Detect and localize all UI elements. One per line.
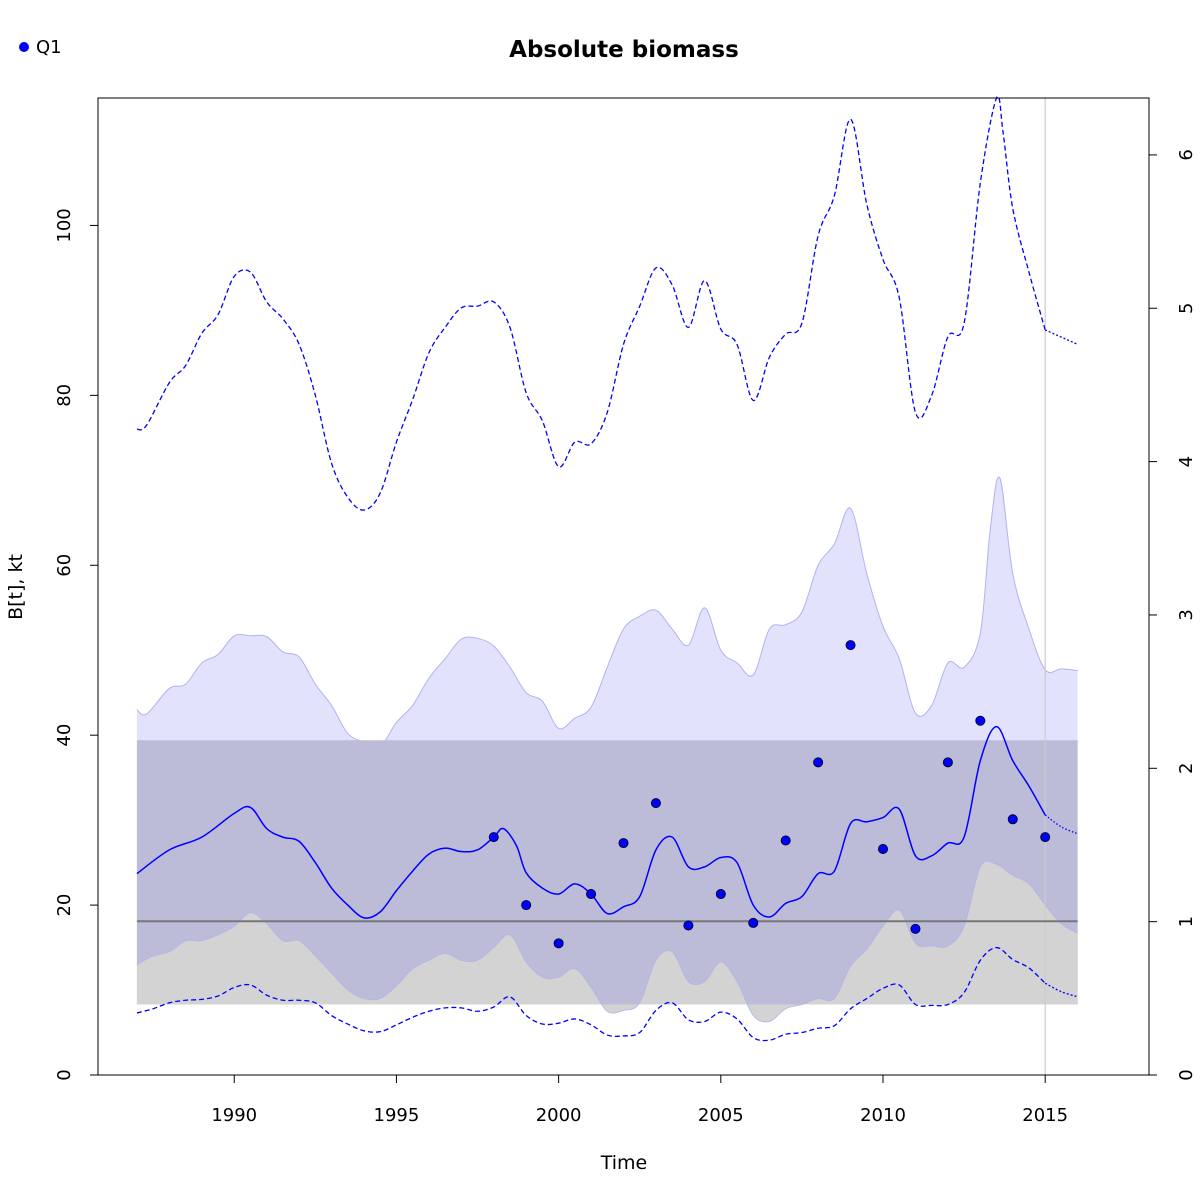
q1-point (488, 832, 499, 843)
y2-tick-label: 4 (1176, 456, 1197, 467)
y-tick-label: 20 (54, 894, 75, 917)
ci-lower-dashed-line (136, 946, 1046, 1042)
q1-point (650, 798, 661, 809)
ci-lower-forecast-line (1044, 982, 1078, 998)
y2-tick-label: 2 (1176, 763, 1197, 774)
y-tick-label: 100 (54, 208, 75, 242)
line-layer (136, 95, 1078, 1075)
q1-point (683, 920, 694, 931)
q1-point (553, 938, 564, 949)
y2-tick-label: 0 (1176, 1069, 1197, 1080)
y-tick-label: 80 (54, 384, 75, 407)
plot-area (136, 95, 1078, 1075)
estimate-forecast-line (1044, 814, 1078, 835)
y2-tick-label: 3 (1176, 609, 1197, 620)
q1-point (1040, 832, 1051, 843)
x-tick-label: 1990 (211, 1105, 257, 1126)
x-axis: 1990 1995 2000 2005 2010 2015 (211, 1074, 1068, 1126)
y-axis-right: 0 1 2 3 4 5 6 (1148, 149, 1197, 1081)
y2-tick-label: 1 (1176, 916, 1197, 927)
legend-label-q1: Q1 (36, 37, 62, 58)
q1-point (586, 889, 597, 900)
q1-point (521, 900, 532, 911)
x-tick-label: 1995 (374, 1105, 420, 1126)
y2-tick-label: 6 (1176, 149, 1197, 160)
x-tick-label: 2015 (1022, 1105, 1068, 1126)
q1-point (618, 838, 629, 849)
chart-title: Absolute biomass (509, 37, 739, 63)
x-tick-label: 2010 (860, 1105, 906, 1126)
x-tick-label: 2005 (698, 1105, 744, 1126)
q1-point (975, 715, 986, 726)
q1-point (813, 757, 824, 768)
ci-band-lower-fill (136, 861, 1078, 1022)
q1-point (748, 917, 759, 928)
y-tick-label: 0 (54, 1069, 75, 1080)
ci-band-lower-edge (136, 860, 1078, 1023)
y-axis-left: 0 20 40 60 80 100 (54, 208, 99, 1081)
y-axis-title: B[t], kt (5, 554, 27, 620)
ci-band-upper-edge (136, 476, 1078, 748)
q1-point (715, 889, 726, 900)
y-tick-label: 40 (54, 724, 75, 747)
point-layer (488, 640, 1051, 949)
q1-point (910, 923, 921, 934)
x-axis-title: Time (600, 1152, 648, 1174)
ci-upper-dashed-line (136, 95, 1046, 511)
q1-point (845, 640, 856, 651)
y2-tick-label: 5 (1176, 303, 1197, 314)
legend: Q1 (19, 37, 62, 58)
fill-layer (136, 476, 1078, 1023)
y-tick-label: 60 (54, 554, 75, 577)
q1-point (878, 844, 889, 855)
legend-marker-q1 (19, 42, 29, 52)
ci-upper-forecast-line (1044, 329, 1078, 345)
q1-point (780, 835, 791, 846)
q1-point (1007, 814, 1018, 825)
estimate-line (136, 725, 1046, 919)
q1-point (942, 757, 953, 768)
x-tick-label: 2000 (536, 1105, 582, 1126)
